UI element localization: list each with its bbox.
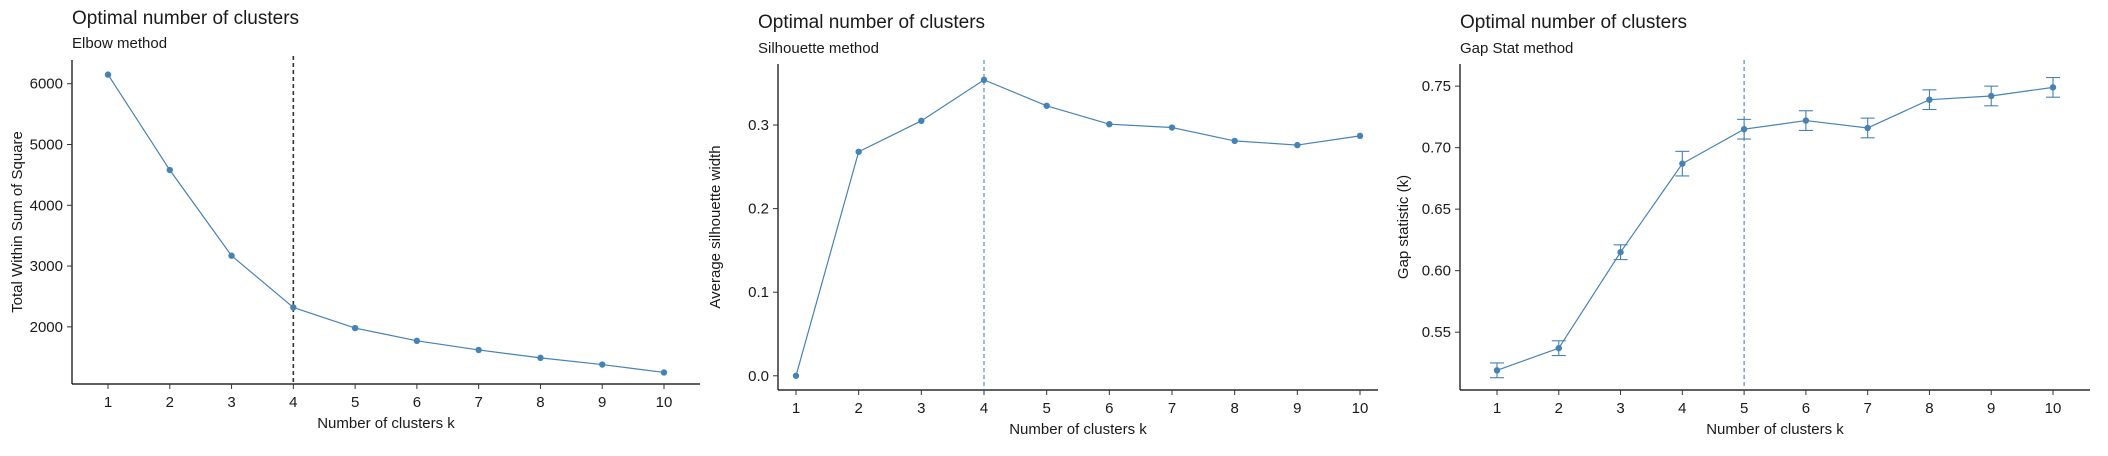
x-tick-label: 6	[1802, 400, 1810, 417]
y-tick-label: 0.1	[748, 284, 769, 301]
y-axis-title: Gap statistic (k)	[1395, 175, 1412, 279]
x-tick-label: 8	[1925, 400, 1933, 417]
x-tick-label: 5	[351, 394, 359, 411]
chart-title: Optimal number of clusters	[758, 12, 985, 33]
data-point	[855, 148, 862, 155]
x-tick-label: 9	[598, 394, 606, 411]
x-tick-label: 6	[413, 394, 421, 411]
data-point	[166, 166, 173, 174]
data-point	[1988, 92, 1995, 100]
data-point	[980, 76, 988, 84]
data-point	[792, 372, 800, 379]
x-tick-label: 2	[166, 394, 174, 411]
y-tick-label: 6000	[30, 76, 63, 93]
x-tick-label: 5	[1042, 400, 1050, 417]
x-tick-label: 3	[1616, 400, 1624, 417]
x-axis-title: Number of clusters k	[1706, 421, 1844, 438]
series-line	[795, 79, 1361, 376]
data-point	[290, 304, 297, 311]
x-tick-label: 3	[227, 394, 235, 411]
chart-subtitle: Gap Stat method	[1460, 40, 1573, 57]
x-tick-label: 10	[1352, 400, 1369, 417]
data-point	[1679, 160, 1686, 167]
x-tick-label: 5	[1740, 400, 1748, 417]
x-tick-label: 2	[854, 400, 862, 417]
chart-title: Optimal number of clusters	[72, 8, 299, 29]
data-point	[1231, 137, 1238, 145]
data-point	[475, 346, 482, 354]
chart-subtitle: Elbow method	[72, 35, 167, 52]
y-tick-label: 0.55	[1422, 324, 1451, 341]
y-axis-title: Average silhouette width	[707, 145, 724, 308]
x-tick-label: 9	[1293, 400, 1301, 417]
data-point	[1555, 344, 1562, 352]
y-tick-label: 0.0	[748, 368, 769, 385]
y-tick-label: 0.60	[1422, 263, 1451, 280]
data-point	[228, 252, 235, 259]
data-point	[1864, 124, 1871, 132]
y-tick-label: 0.75	[1422, 78, 1451, 95]
x-tick-label: 4	[1678, 400, 1686, 417]
x-tick-label: 4	[980, 400, 988, 417]
series-line	[1496, 86, 2054, 371]
chart-subtitle: Silhouette method	[758, 40, 879, 57]
data-point	[918, 117, 925, 125]
data-point	[660, 369, 668, 376]
y-axis-title: Total Within Sum of Square	[9, 131, 26, 313]
x-tick-label: 8	[536, 394, 544, 411]
data-point	[1740, 126, 1748, 133]
data-point	[1356, 132, 1364, 140]
x-axis-title: Number of clusters k	[1009, 421, 1147, 438]
y-tick-label: 2000	[30, 319, 63, 336]
x-tick-label: 10	[656, 394, 673, 411]
x-axis-title: Number of clusters k	[317, 415, 455, 432]
data-point	[2049, 84, 2057, 91]
data-point	[1493, 367, 1501, 374]
x-tick-label: 3	[917, 400, 925, 417]
y-tick-label: 4000	[30, 197, 63, 214]
data-point	[104, 71, 112, 78]
y-tick-label: 0.2	[748, 201, 769, 218]
x-tick-label: 6	[1105, 400, 1113, 417]
y-tick-label: 3000	[30, 258, 63, 275]
x-tick-label: 9	[1987, 400, 1995, 417]
data-point	[1168, 124, 1176, 131]
data-point	[1294, 141, 1301, 149]
data-point	[351, 324, 359, 332]
data-point	[1106, 120, 1113, 128]
x-tick-label: 1	[792, 400, 800, 417]
data-point	[1617, 249, 1624, 256]
x-tick-label: 1	[104, 394, 112, 411]
data-point	[537, 354, 544, 362]
x-tick-label: 7	[474, 394, 482, 411]
data-point	[599, 361, 606, 368]
data-point	[1926, 96, 1933, 103]
y-tick-label: 0.70	[1422, 140, 1451, 157]
x-tick-label: 10	[2045, 400, 2062, 417]
x-tick-label: 7	[1168, 400, 1176, 417]
x-tick-label: 7	[1863, 400, 1871, 417]
x-tick-label: 4	[289, 394, 297, 411]
x-tick-label: 8	[1230, 400, 1238, 417]
x-tick-label: 2	[1555, 400, 1563, 417]
series-line	[107, 74, 665, 374]
data-point	[1043, 102, 1050, 109]
y-tick-label: 0.65	[1422, 201, 1451, 218]
y-tick-label: 5000	[30, 136, 63, 153]
x-tick-label: 1	[1493, 400, 1501, 417]
y-tick-label: 0.3	[748, 117, 769, 134]
chart-title: Optimal number of clusters	[1460, 12, 1687, 33]
data-point	[413, 337, 421, 345]
data-point	[1802, 117, 1810, 124]
